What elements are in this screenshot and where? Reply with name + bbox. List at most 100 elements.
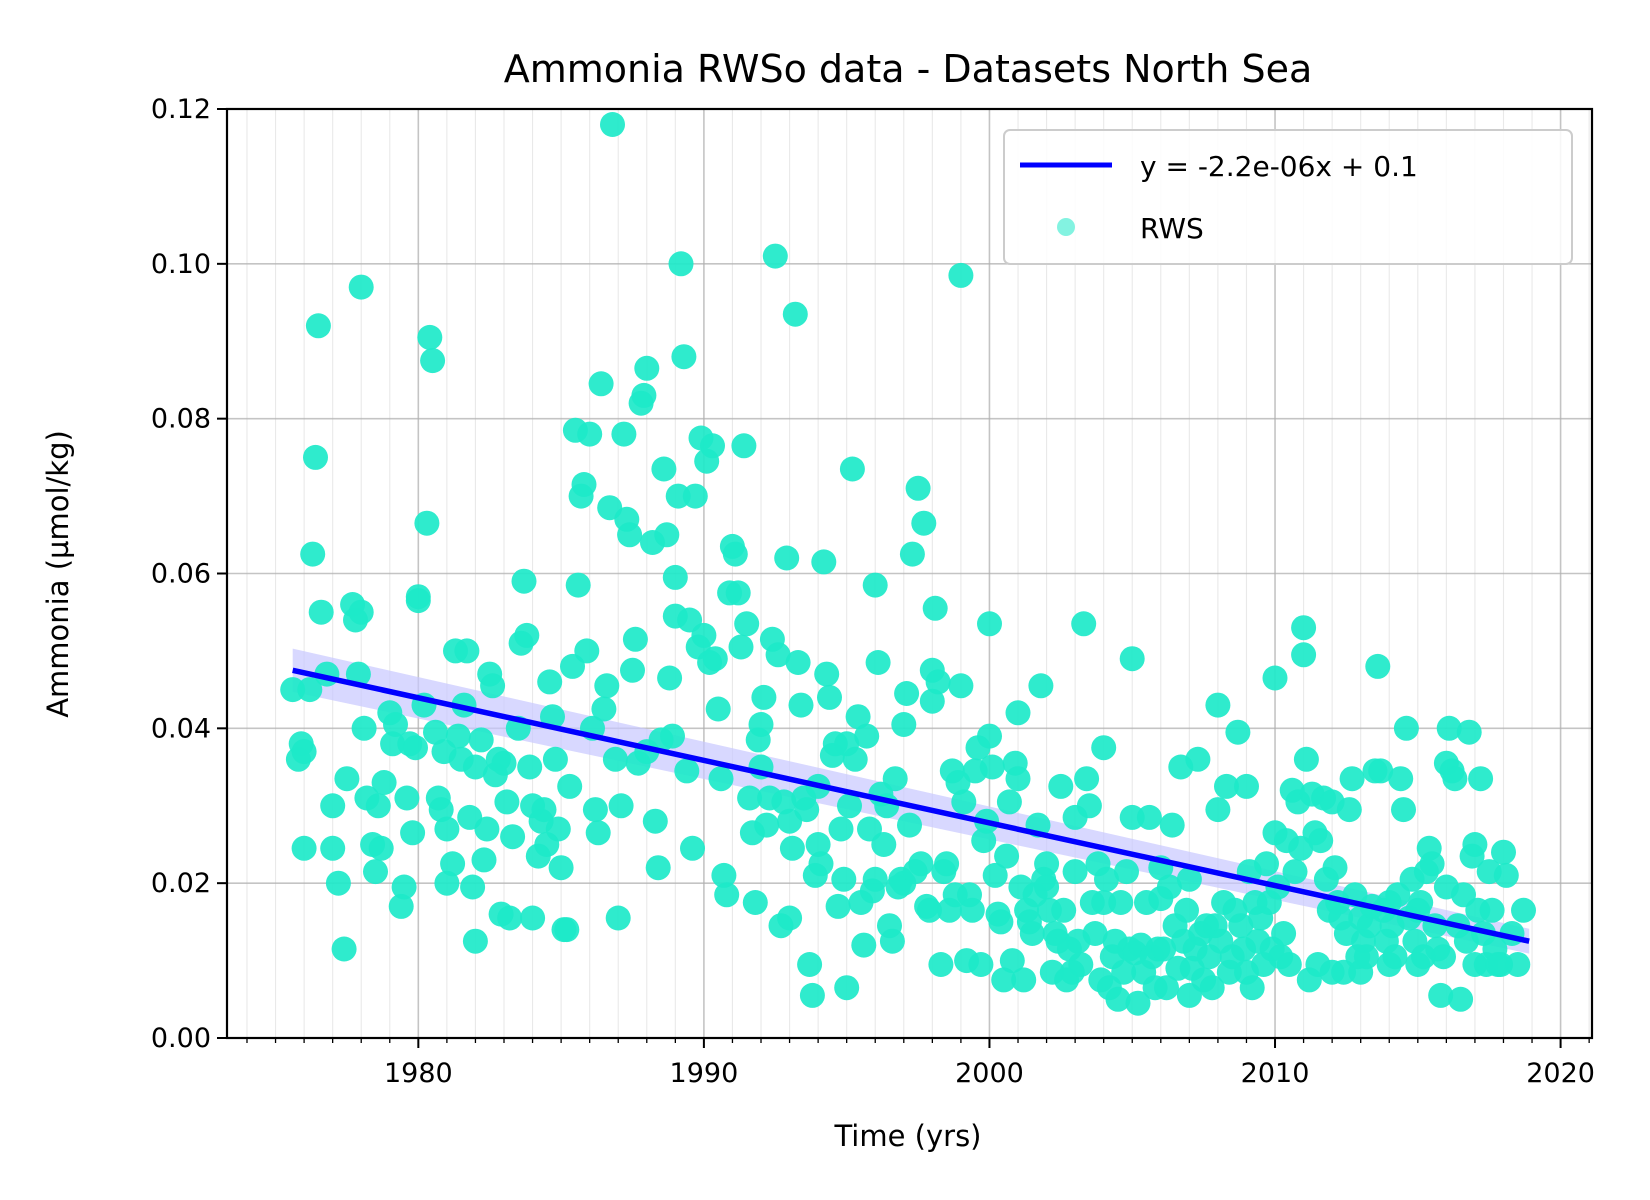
data-point bbox=[1391, 797, 1416, 823]
data-point bbox=[1094, 866, 1119, 892]
data-point bbox=[1119, 804, 1145, 830]
data-point bbox=[1271, 921, 1297, 946]
data-point bbox=[351, 715, 377, 741]
data-point bbox=[620, 657, 645, 683]
data-point bbox=[1125, 990, 1151, 1016]
data-point bbox=[1488, 952, 1514, 977]
data-point bbox=[348, 599, 374, 625]
data-point bbox=[674, 758, 700, 784]
data-point bbox=[837, 793, 862, 819]
data-point bbox=[1479, 897, 1505, 923]
data-point bbox=[1048, 773, 1074, 799]
data-point bbox=[517, 754, 543, 780]
data-point bbox=[799, 982, 825, 1008]
data-point bbox=[631, 382, 657, 408]
data-point bbox=[831, 866, 857, 892]
data-point bbox=[1262, 665, 1288, 691]
data-point bbox=[557, 773, 583, 799]
data-point bbox=[702, 646, 728, 672]
data-point bbox=[996, 789, 1022, 815]
data-point bbox=[571, 472, 597, 497]
trend-line-layer bbox=[292, 667, 1530, 944]
data-point bbox=[383, 712, 408, 737]
data-point bbox=[842, 746, 868, 772]
data-point bbox=[1205, 797, 1231, 823]
data-point bbox=[825, 893, 851, 919]
data-point bbox=[414, 510, 440, 536]
data-point bbox=[308, 599, 334, 625]
data-point bbox=[754, 812, 780, 838]
data-point bbox=[1005, 700, 1031, 726]
data-point bbox=[480, 673, 506, 699]
data-point bbox=[751, 684, 777, 710]
data-point bbox=[1105, 986, 1131, 1012]
data-point bbox=[882, 766, 908, 792]
data-point bbox=[1091, 890, 1117, 915]
data-point bbox=[545, 816, 571, 842]
data-point bbox=[657, 665, 683, 691]
data-point bbox=[554, 917, 580, 943]
data-point bbox=[1205, 692, 1231, 718]
data-point bbox=[1276, 952, 1302, 977]
data-point bbox=[471, 847, 497, 873]
data-point bbox=[368, 835, 394, 861]
data-point bbox=[691, 622, 717, 648]
data-point bbox=[1419, 851, 1445, 877]
data-point bbox=[1136, 804, 1162, 830]
y-tick-label: 0.12 bbox=[151, 94, 211, 125]
data-point bbox=[934, 851, 960, 877]
data-point bbox=[971, 828, 997, 854]
data-point bbox=[908, 851, 934, 877]
data-point bbox=[897, 812, 922, 838]
data-point bbox=[851, 932, 877, 958]
data-point bbox=[839, 456, 865, 482]
data-point bbox=[925, 669, 951, 695]
data-point bbox=[511, 568, 537, 594]
data-point bbox=[1185, 746, 1211, 772]
data-point bbox=[445, 723, 471, 749]
data-point bbox=[588, 371, 614, 397]
data-point bbox=[434, 816, 460, 842]
data-point bbox=[1293, 746, 1319, 772]
data-point bbox=[348, 274, 374, 300]
legend-label-fit: y = -2.2e-06x + 0.1 bbox=[1140, 150, 1418, 183]
data-point bbox=[1034, 874, 1060, 900]
data-point bbox=[320, 793, 346, 819]
data-point bbox=[1382, 944, 1408, 970]
data-point bbox=[1368, 758, 1394, 784]
data-point bbox=[542, 746, 568, 772]
x-axis-title: Time (yrs) bbox=[833, 1119, 981, 1153]
data-point bbox=[600, 112, 625, 137]
x-tick-label: 1980 bbox=[384, 1058, 453, 1089]
data-point bbox=[1428, 982, 1454, 1008]
data-point bbox=[365, 793, 391, 819]
data-point bbox=[594, 673, 620, 699]
data-points-layer bbox=[280, 112, 1536, 1016]
data-point bbox=[1442, 766, 1468, 792]
data-point bbox=[462, 928, 488, 954]
data-point bbox=[565, 572, 591, 598]
data-point bbox=[748, 712, 774, 737]
data-point bbox=[320, 835, 346, 861]
data-point bbox=[782, 301, 808, 327]
data-point bbox=[345, 661, 371, 687]
data-point bbox=[440, 851, 466, 877]
data-point bbox=[1511, 897, 1536, 923]
data-point bbox=[948, 673, 974, 699]
data-point bbox=[854, 723, 880, 749]
data-point bbox=[371, 770, 397, 795]
data-point bbox=[1119, 646, 1145, 672]
x-tick-label: 2010 bbox=[1241, 1058, 1310, 1089]
data-point bbox=[1493, 862, 1519, 888]
data-point bbox=[474, 816, 500, 842]
data-point bbox=[1108, 890, 1134, 915]
data-point bbox=[391, 874, 417, 900]
data-point bbox=[280, 677, 306, 703]
data-point bbox=[988, 909, 1014, 935]
data-point bbox=[494, 789, 520, 815]
data-point bbox=[731, 433, 757, 459]
data-point bbox=[622, 626, 648, 652]
data-point bbox=[420, 348, 446, 374]
data-point bbox=[977, 723, 1002, 749]
